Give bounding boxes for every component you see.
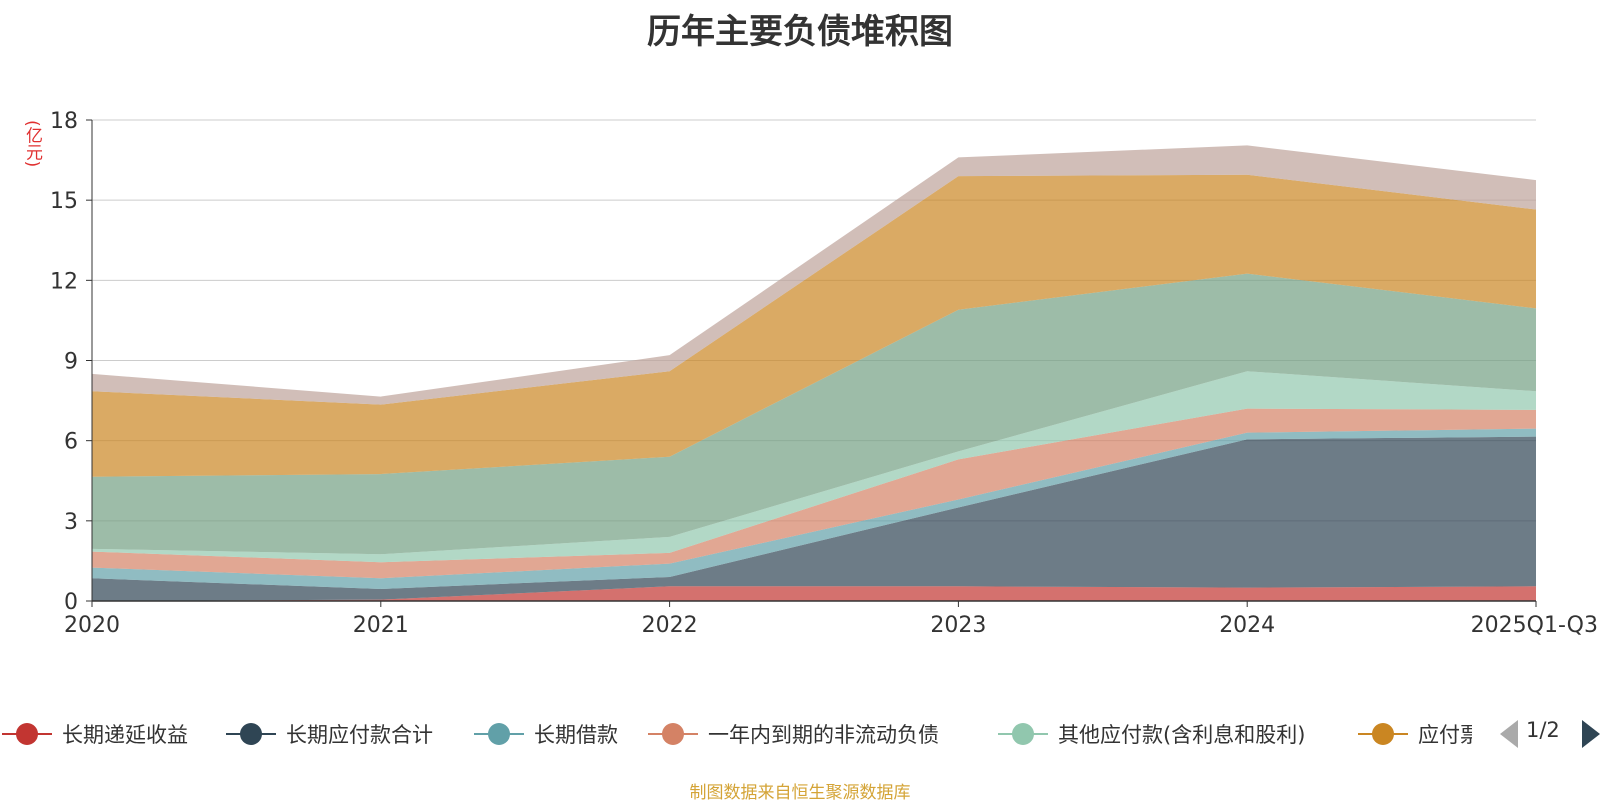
area-series-4	[92, 408, 1536, 579]
legend-marker-icon	[474, 719, 524, 749]
legend-marker-icon	[648, 719, 698, 749]
x-tick-label: 2022	[642, 613, 698, 638]
y-tick-label: 12	[50, 269, 78, 294]
legend-label: 长期递延收益	[62, 723, 188, 747]
legend-label: 应付票据	[1418, 723, 1472, 747]
legend-next-page-icon[interactable]	[1582, 720, 1600, 748]
legend-item[interactable]: 应付票据	[1358, 714, 1472, 754]
area-series-2	[92, 436, 1536, 601]
area-series-1	[92, 586, 1536, 601]
legend-marker-icon	[1358, 719, 1408, 749]
legend-marker-icon	[226, 719, 276, 749]
legend-item[interactable]: 长期借款	[474, 714, 618, 754]
y-tick-label: 6	[64, 430, 78, 455]
legend-marker-icon	[998, 719, 1048, 749]
x-tick-label: 2020	[64, 613, 120, 638]
area-series-8	[92, 145, 1536, 405]
legend-marker-icon	[2, 719, 52, 749]
legend-page-indicator: 1/2	[1526, 718, 1560, 742]
legend-label: 长期应付款合计	[286, 723, 433, 747]
y-tick-label: 15	[50, 189, 78, 214]
y-tick-label: 3	[64, 510, 78, 535]
axes: 0 3 6 9 12 15 18 2020 2021 2022 2023 2024 2025Q1-Q3	[50, 109, 1598, 638]
area-series-6	[92, 273, 1536, 555]
area-series-5	[92, 371, 1536, 563]
area-series-7	[92, 174, 1536, 477]
x-tick-label: 2024	[1219, 613, 1275, 638]
legend-prev-page-icon[interactable]	[1500, 720, 1518, 748]
y-tick-label: 0	[64, 590, 78, 615]
source-note: 制图数据来自恒生聚源数据库	[689, 783, 911, 803]
y-axis-unit-label: (亿元)	[22, 120, 42, 168]
stacked-area-chart: 0 3 6 9 12 15 18 2020 2021 2022 2023 2024 2025Q1-Q3	[50, 109, 1598, 638]
x-tick-label: 2021	[353, 613, 409, 638]
legend-item[interactable]: 其他应付款(含利息和股利)	[998, 714, 1305, 754]
y-tick-label: 18	[50, 109, 78, 134]
legend: 长期递延收益 长期应付款合计 长期借款 一年内到期的非流动负债 其他应付款(含利息和股利…	[0, 714, 1600, 754]
y-tick-label: 9	[64, 350, 78, 375]
legend-item[interactable]: 长期应付款合计	[226, 714, 433, 754]
x-tick-label: 2025Q1-Q3	[1471, 613, 1598, 638]
legend-label: 长期借款	[534, 723, 618, 747]
legend-label: 一年内到期的非流动负债	[708, 723, 939, 747]
chart-title: 历年主要负债堆积图	[647, 12, 953, 52]
legend-item[interactable]: 长期递延收益	[2, 714, 188, 754]
legend-item[interactable]: 一年内到期的非流动负债	[648, 714, 939, 754]
x-tick-label: 2023	[930, 613, 986, 638]
legend-items: 长期递延收益 长期应付款合计 长期借款 一年内到期的非流动负债 其他应付款(含利息和股利…	[0, 714, 1472, 754]
legend-label: 其他应付款(含利息和股利)	[1058, 723, 1306, 747]
area-series	[92, 145, 1536, 601]
